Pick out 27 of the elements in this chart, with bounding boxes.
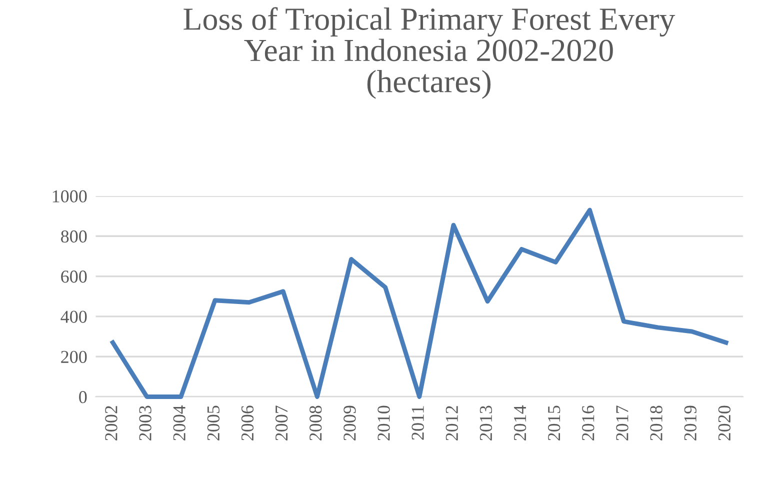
x-tick-label: 2003 bbox=[139, 406, 152, 440]
y-tick-label: 800 bbox=[61, 230, 87, 243]
x-tick-label: 2002 bbox=[105, 406, 118, 440]
x-tick-label: 2017 bbox=[616, 406, 628, 440]
x-tick-label: 2005 bbox=[207, 406, 220, 440]
y-tick-label: 600 bbox=[61, 270, 87, 283]
line-series bbox=[110, 208, 728, 399]
x-tick-label: 2020 bbox=[718, 406, 731, 440]
x-tick-label: 2015 bbox=[548, 406, 560, 440]
x-tick-label: 2009 bbox=[344, 406, 356, 440]
x-tick-label: 2013 bbox=[480, 406, 492, 440]
x-tick-label: 2006 bbox=[241, 406, 254, 440]
x-tick-label: 2018 bbox=[650, 406, 662, 440]
x-tick-label: 2012 bbox=[446, 406, 458, 440]
chart-title: Loss of Tropical Primary Forest Every Year in Indonesia 2002-2020 (hectares) bbox=[184, 7, 676, 99]
x-tick-label: 2007 bbox=[275, 406, 288, 440]
x-tick-label: 2014 bbox=[514, 405, 526, 440]
y-tick-label: 400 bbox=[60, 310, 87, 323]
y-tick-label: 1000 bbox=[52, 190, 87, 202]
x-tick-label: 2008 bbox=[310, 406, 322, 440]
y-tick-label: 0 bbox=[79, 390, 87, 404]
x-tick-label: 2004 bbox=[173, 405, 186, 440]
y-tick-label: 200 bbox=[61, 350, 87, 364]
x-tick-label: 2011 bbox=[412, 406, 424, 440]
x-tick-label: 2019 bbox=[684, 406, 696, 440]
x-tick-label: 2016 bbox=[582, 406, 594, 440]
x-tick-label: 2010 bbox=[378, 406, 390, 440]
